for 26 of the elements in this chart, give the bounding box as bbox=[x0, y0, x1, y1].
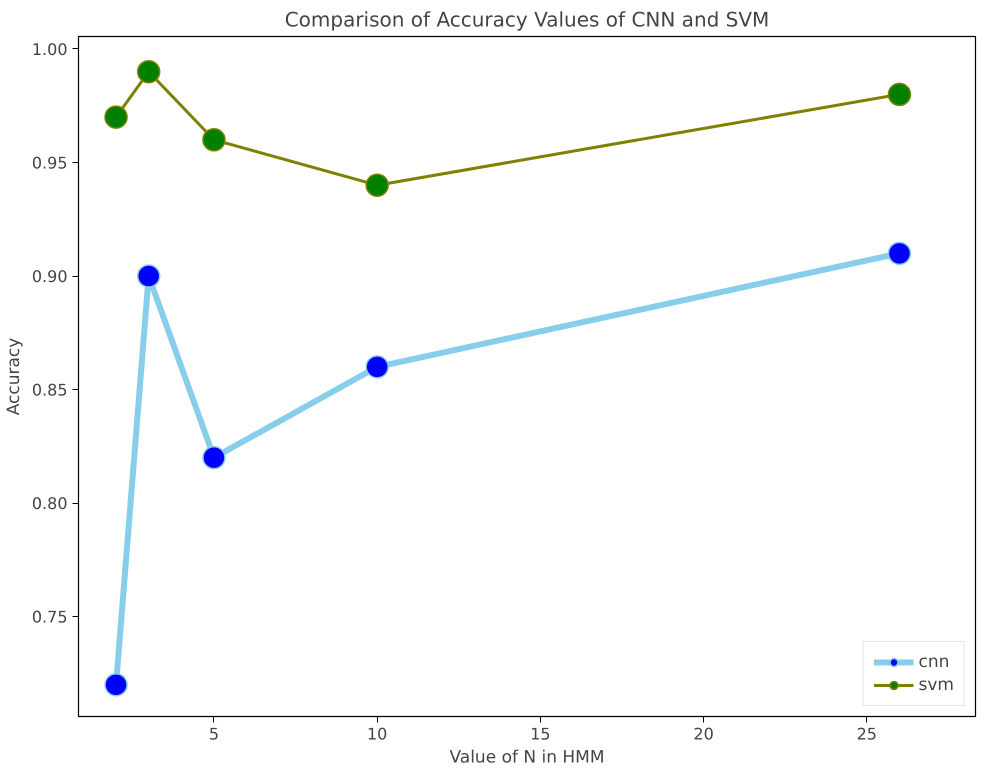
x-axis-title: Value of N in HMM bbox=[449, 748, 605, 768]
x-tick-label: 15 bbox=[530, 724, 551, 744]
point bbox=[136, 60, 160, 84]
y-tick-label: 1.00 bbox=[32, 40, 68, 59]
y-tick-label: 0.75 bbox=[32, 608, 68, 627]
point bbox=[888, 242, 912, 266]
point bbox=[202, 446, 226, 470]
chart-title: Comparison of Accuracy Values of CNN and SVM bbox=[284, 8, 770, 32]
point bbox=[365, 173, 389, 197]
legend-label: svm bbox=[918, 675, 954, 695]
y-tick-label: 0.95 bbox=[32, 154, 68, 173]
x-tick-label: 25 bbox=[856, 724, 877, 744]
x-tick-label: 10 bbox=[366, 724, 388, 744]
x-tick-label: 5 bbox=[208, 724, 220, 744]
point bbox=[136, 264, 160, 288]
y-tick-label: 0.90 bbox=[32, 267, 68, 286]
point bbox=[365, 355, 389, 379]
y-axis-title: Accuracy bbox=[4, 338, 24, 416]
point bbox=[888, 82, 912, 106]
y-tick-label: 0.80 bbox=[32, 494, 68, 514]
legend-label: cnn bbox=[918, 652, 950, 672]
point bbox=[104, 105, 128, 129]
y-tick-label: 0.85 bbox=[32, 380, 68, 400]
x-tick-label: 20 bbox=[693, 724, 714, 744]
point bbox=[104, 672, 128, 696]
point bbox=[202, 128, 226, 152]
